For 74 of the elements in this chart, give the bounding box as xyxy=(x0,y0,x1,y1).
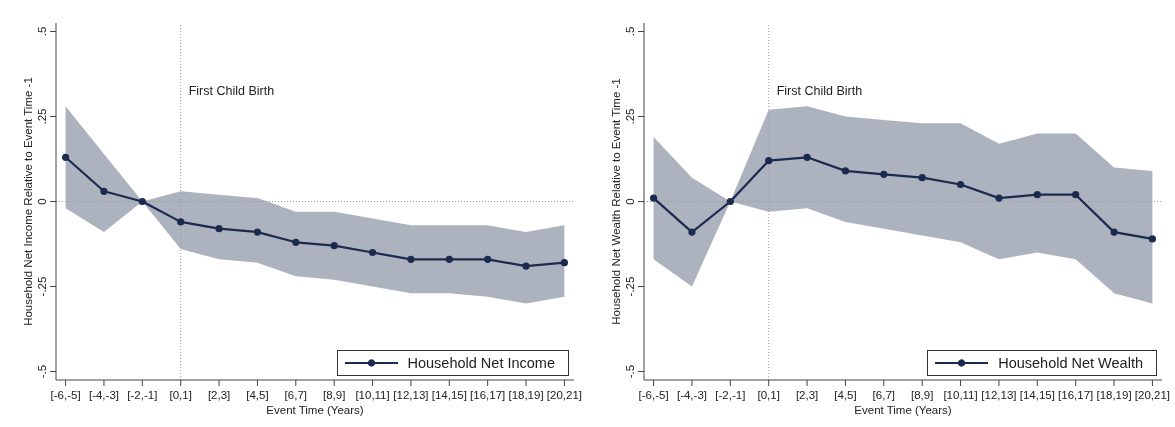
x-tick-label: [6,7] xyxy=(284,389,308,402)
point xyxy=(1110,228,1118,236)
x-tick-label: [2,3] xyxy=(795,389,819,402)
x-tick-label: [0,1] xyxy=(169,389,192,402)
point xyxy=(726,197,734,206)
y-tick-label: 0 xyxy=(624,198,636,205)
x-tick-label: [-2,-1] xyxy=(715,389,746,402)
x-tick-label: [20,21] xyxy=(1134,389,1170,402)
point xyxy=(688,228,696,236)
legend-label: Household Net Wealth xyxy=(998,355,1143,371)
y-tick-label: -.25 xyxy=(36,276,48,297)
point xyxy=(253,228,262,236)
point xyxy=(1072,191,1080,199)
y-tick-label: -.5 xyxy=(36,364,48,379)
point xyxy=(765,157,773,165)
x-tick-label: [-4,-3] xyxy=(676,389,707,402)
point xyxy=(215,225,223,233)
x-tick-label: [12,13] xyxy=(981,389,1017,402)
y-tick-label: -.5 xyxy=(624,364,636,379)
point xyxy=(841,167,850,175)
x-tick-label: [6,7] xyxy=(872,389,896,402)
point xyxy=(995,194,1003,202)
point xyxy=(803,153,811,161)
x-tick-label: [-6,-5] xyxy=(638,389,669,402)
y-axis-title: Household Net Wealth Relative to Event Time -1 xyxy=(610,78,622,325)
point xyxy=(138,197,146,206)
x-tick-label: [10,11] xyxy=(355,389,390,402)
x-tick-label: [-6,-5] xyxy=(50,389,81,402)
point xyxy=(484,255,492,263)
x-tick-label: [16,17] xyxy=(470,389,506,402)
y-tick-label: -.25 xyxy=(624,276,636,297)
x-tick-label: [8,9] xyxy=(322,389,346,402)
x-tick-label: [16,17] xyxy=(1058,389,1094,402)
point xyxy=(880,170,888,178)
point xyxy=(445,255,453,263)
point xyxy=(368,248,377,257)
point xyxy=(1148,235,1157,243)
point xyxy=(649,194,658,202)
ref-line-label: First Child Birth xyxy=(188,83,275,98)
x-tick-label: [14,15] xyxy=(1019,389,1055,402)
y-tick-label: 0 xyxy=(36,198,48,205)
y-tick-label: .25 xyxy=(36,108,48,125)
x-tick-label: [10,11] xyxy=(943,389,978,402)
y-tick-label: .25 xyxy=(624,108,636,125)
x-axis-title: Event Time (Years) xyxy=(854,404,952,416)
y-tick-label: .5 xyxy=(36,26,48,37)
point xyxy=(918,174,926,182)
point xyxy=(560,259,569,267)
point xyxy=(61,153,70,161)
ref-line-label: First Child Birth xyxy=(776,83,863,98)
x-tick-label: [8,9] xyxy=(910,389,934,402)
x-tick-label: [20,21] xyxy=(546,389,582,402)
point xyxy=(1033,191,1041,199)
x-tick-label: [2,3] xyxy=(207,389,231,402)
legend-label: Household Net Income xyxy=(407,355,555,371)
point xyxy=(100,187,108,195)
x-tick-label: [4,5] xyxy=(246,389,269,402)
point xyxy=(292,238,300,246)
x-tick-label: [14,15] xyxy=(431,389,467,402)
x-tick-label: [18,19] xyxy=(508,389,544,402)
x-tick-label: [4,5] xyxy=(834,389,857,402)
point xyxy=(407,255,415,263)
point xyxy=(330,242,338,250)
y-tick-label: .5 xyxy=(624,26,636,37)
point xyxy=(956,180,965,189)
point xyxy=(177,218,185,226)
x-tick-label: [-2,-1] xyxy=(127,389,158,402)
point xyxy=(522,262,530,270)
x-axis-title: Event Time (Years) xyxy=(266,404,364,416)
x-tick-label: [0,1] xyxy=(757,389,780,402)
x-tick-label: [18,19] xyxy=(1096,389,1132,402)
x-tick-label: [12,13] xyxy=(393,389,429,402)
x-tick-label: [-4,-3] xyxy=(88,389,119,402)
y-axis-title: Household Net Income Relative to Event Time -1 xyxy=(22,77,34,326)
